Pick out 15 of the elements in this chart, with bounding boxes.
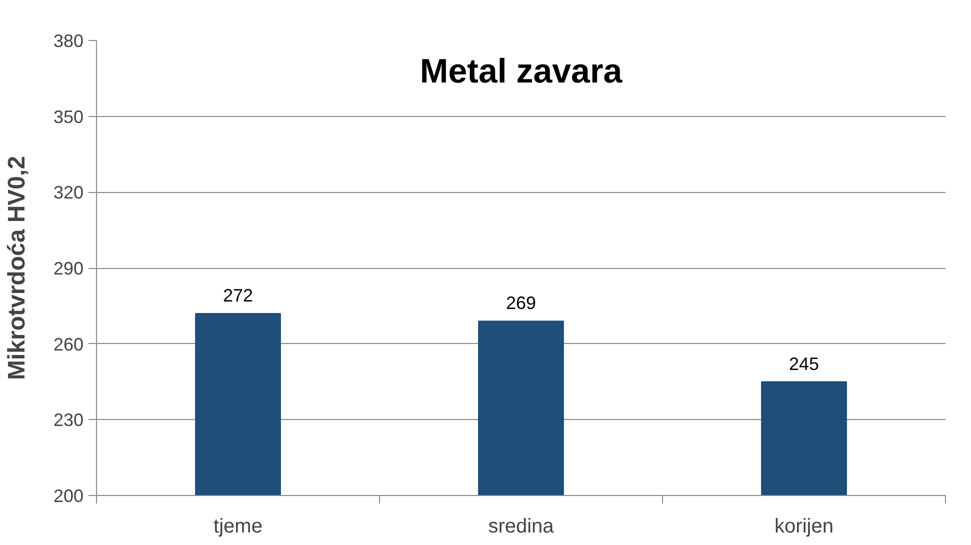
y-tick-label: 200 — [53, 486, 84, 506]
x-tick-label: sredina — [488, 516, 555, 538]
y-tick-label: 260 — [53, 334, 84, 354]
y-tick-label: 380 — [53, 31, 84, 51]
data-label: 272 — [222, 286, 254, 306]
y-tick-label: 350 — [53, 106, 84, 127]
data-label: 269 — [506, 293, 536, 314]
y-axis-title: Mikrotvrdoća HV0,2 — [3, 156, 30, 380]
data-label: 245 — [788, 354, 820, 374]
x-tick-label: tjeme — [214, 516, 262, 538]
y-tick-label: 320 — [53, 182, 84, 203]
chart-title: Metal zavara — [420, 52, 624, 90]
x-tick-label: korijen — [774, 516, 834, 538]
y-tick-label: 290 — [53, 258, 84, 278]
y-tick-label: 230 — [53, 410, 84, 430]
